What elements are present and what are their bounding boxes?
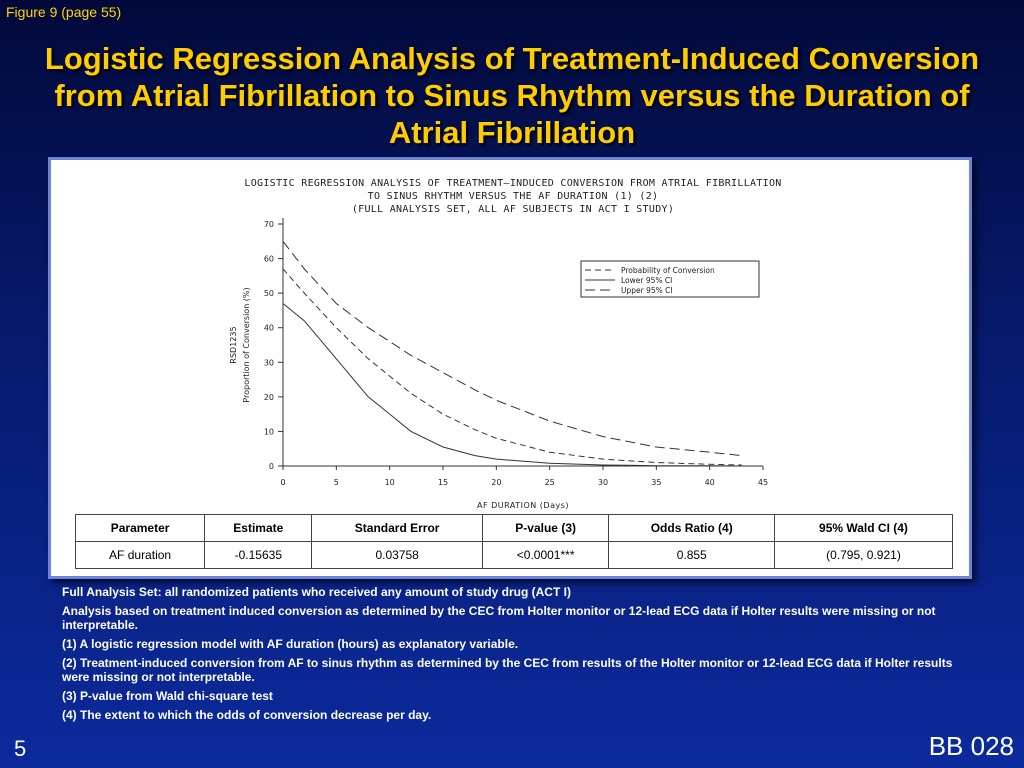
x-tick-label: 45: [758, 478, 768, 487]
table-cell: 0.855: [608, 541, 775, 569]
x-tick-label: 15: [438, 478, 448, 487]
document-id: BB 028: [928, 731, 1014, 761]
y-tick-label: 50: [264, 289, 274, 298]
page-number: 5: [14, 736, 27, 761]
y-tick-label: 60: [264, 255, 274, 264]
table-cell: AF duration: [74, 541, 206, 569]
col-header: Estimate: [204, 514, 313, 542]
col-header: Parameter: [74, 514, 206, 542]
table-cell: -0.15635: [204, 541, 313, 569]
legend-label: Probability of Conversion: [621, 266, 715, 275]
x-tick-label: 20: [491, 478, 501, 487]
slide-title: Logistic Regression Analysis of Treatmen…: [44, 41, 980, 150]
x-tick-label: 30: [598, 478, 608, 487]
x-tick-label: 0: [280, 478, 285, 487]
footnote: (2) Treatment-induced conversion from AF…: [62, 656, 953, 684]
x-axis-label: AF DURATION (Days): [477, 501, 569, 510]
footnote: Analysis based on treatment induced conv…: [62, 604, 936, 632]
col-header: Odds Ratio (4): [608, 514, 775, 542]
table-cell: (0.795, 0.921): [773, 541, 954, 569]
col-header: P-value (3): [481, 514, 610, 542]
x-tick-label: 25: [545, 478, 555, 487]
chart-title-line-1: LOGISTIC REGRESSION ANALYSIS OF TREATMEN…: [244, 178, 782, 189]
footnote: Full Analysis Set: all randomized patien…: [62, 585, 571, 599]
y-tick-label: 20: [264, 393, 274, 402]
x-tick-label: 40: [705, 478, 715, 487]
y-tick-label: 70: [264, 220, 274, 229]
regression-chart: 0 10 20 30 40 50 60 70 0 5 10 15 20 25 30 35 40 45 AF DURA…: [229, 218, 768, 510]
series-line-3: [282, 240, 742, 457]
table-cell: 0.03758: [311, 541, 483, 569]
x-tick-label: 10: [385, 478, 395, 487]
y-axis-label: Proportion of Conversion (%): [242, 287, 251, 402]
y-tick-label: 0: [269, 462, 274, 471]
footnote: (3) P-value from Wald chi-square test: [62, 689, 273, 703]
y-tick-label: 40: [264, 324, 274, 333]
series-line-1: [282, 268, 742, 466]
y-tick-label: 30: [264, 358, 274, 367]
parameter-table: Parameter Estimate Standard Error P-valu…: [74, 514, 954, 569]
chart-panel: LOGISTIC REGRESSION ANALYSIS OF TREATMEN…: [48, 157, 972, 579]
legend-label: Lower 95% CI: [621, 276, 672, 285]
chart-title-line-2: TO SINUS RHYTHM VERSUS THE AF DURATION (…: [367, 191, 659, 202]
footnotes: Full Analysis Set: all randomized patien…: [62, 585, 982, 727]
table-cell: <0.0001***: [481, 541, 610, 569]
x-tick-label: 35: [651, 478, 661, 487]
figure-label: Figure 9 (page 55): [6, 4, 122, 20]
legend-box: [580, 260, 760, 298]
table-header-row: Parameter Estimate Standard Error P-valu…: [74, 514, 954, 542]
legend-label: Upper 95% CI: [621, 286, 673, 295]
col-header: 95% Wald CI (4): [773, 514, 954, 542]
table-row: AF duration -0.15635 0.03758 <0.0001*** …: [74, 541, 954, 569]
chart-title-line-3: (FULL ANALYSIS SET, ALL AF SUBJECTS IN A…: [351, 204, 675, 215]
x-tick-label: 5: [334, 478, 339, 487]
series-line-2: [282, 303, 742, 467]
footnote: (1) A logistic regression model with AF …: [62, 637, 519, 651]
y-tick-label: 10: [264, 427, 274, 436]
col-header: Standard Error: [311, 514, 483, 542]
side-label: RSD1235: [229, 326, 238, 363]
footnote: (4) The extent to which the odds of conv…: [62, 708, 432, 722]
